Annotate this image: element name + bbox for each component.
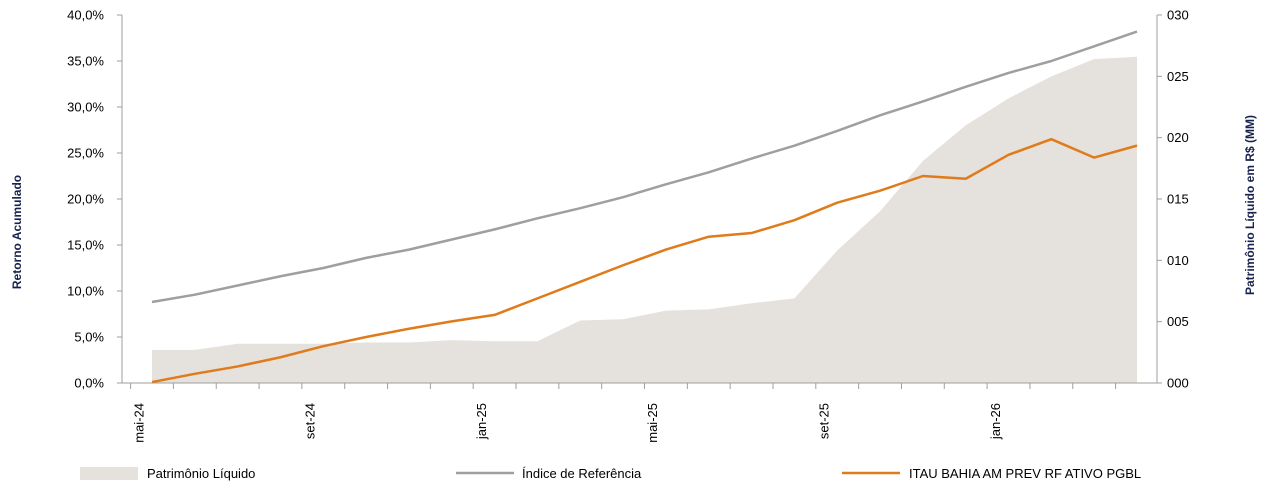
y-left-tick-label: 30,0%: [67, 100, 104, 115]
y-left-tick-label: 25,0%: [67, 146, 104, 161]
series-line-itau-bahia: [151, 137, 1138, 384]
x-tick-label: set-25: [817, 403, 832, 439]
legend: Patrimônio Líquido Índice de Referência …: [80, 466, 1141, 481]
y-left-tick-label: 15,0%: [67, 238, 104, 253]
y-right-tick-label: 030: [1167, 8, 1189, 23]
y-right-tick-label: 020: [1167, 130, 1189, 145]
y-right-tick-label: 010: [1167, 253, 1189, 268]
y-left-axis-title: Retorno Acumulado: [10, 175, 24, 289]
y-left-tick-label: 35,0%: [67, 54, 104, 69]
axes-layer: [117, 14, 1162, 389]
x-tick-label: mai-25: [645, 403, 660, 443]
lines-layer: [151, 30, 1138, 384]
series-line-indice-de-referencia: [151, 30, 1138, 304]
y-right-tick-label: 005: [1167, 314, 1189, 329]
legend-label-indice: Índice de Referência: [522, 466, 642, 481]
y-right-axis-title: Patrimônio Líquido em R$ (MM): [1243, 115, 1257, 295]
y-right-tick-label: 015: [1167, 192, 1189, 207]
legend-swatch-patrimonio: [80, 467, 138, 480]
x-tick-label: jan-26: [988, 403, 1003, 440]
y-left-tick-label: 20,0%: [67, 192, 104, 207]
y-left-tick-label: 40,0%: [67, 8, 104, 23]
y-left-tick-label: 5,0%: [74, 330, 104, 345]
x-tick-label: mai-24: [131, 403, 146, 443]
y-left-tick-label: 0,0%: [74, 376, 104, 391]
labels-layer: 0,0% 5,0% 10,0% 15,0% 20,0% 25,0% 30,0% 35,0% 40…: [67, 8, 1189, 443]
x-tick-label: jan-25: [474, 403, 489, 440]
y-right-tick-label: 000: [1167, 376, 1189, 391]
y-left-tick-label: 10,0%: [67, 284, 104, 299]
x-tick-label: set-24: [303, 403, 318, 439]
series-area-patrimonio-liquido: [152, 56, 1137, 383]
legend-label-itau: ITAU BAHIA AM PREV RF ATIVO PGBL: [909, 466, 1141, 481]
legend-label-patrimonio: Patrimônio Líquido: [147, 466, 255, 481]
area-layer: [152, 56, 1137, 383]
y-right-tick-label: 025: [1167, 69, 1189, 84]
